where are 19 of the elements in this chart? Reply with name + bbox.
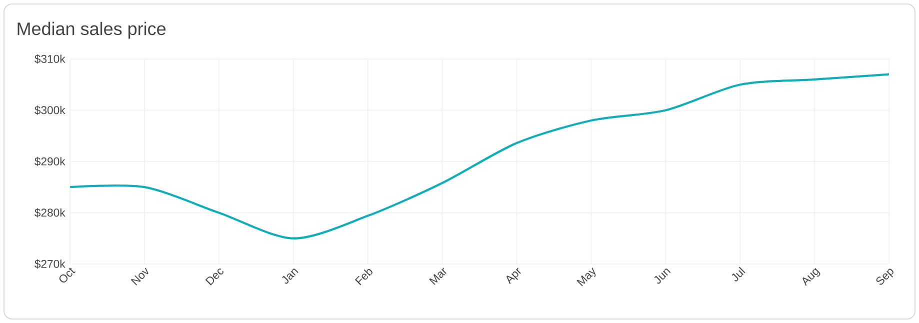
line-series [70,73,889,240]
y-tick-label: $290k [34,156,66,166]
x-tick-label: Dec [205,268,224,286]
x-tick-label: Jun [654,268,671,284]
y-tick-label: $280k [34,208,66,218]
chart-title: Median sales price [18,22,166,39]
y-tick-label: $310k [34,54,66,64]
x-tick-label: Apr [506,268,521,284]
x-tick-label: Nov [130,268,148,286]
x-tick-label: Oct [59,268,76,283]
x-tick-label: Jan [282,268,298,284]
x-tick-label: Jul [732,266,746,282]
x-tick-label: Mar [429,268,446,285]
y-tick-label: $270k [34,259,66,269]
x-tick-label: Aug [802,268,820,286]
x-tick-label: May [576,268,596,286]
x-tick-label: Feb [354,268,372,286]
x-tick-label: Sep [876,268,894,285]
y-tick-label: $300k [34,106,66,115]
